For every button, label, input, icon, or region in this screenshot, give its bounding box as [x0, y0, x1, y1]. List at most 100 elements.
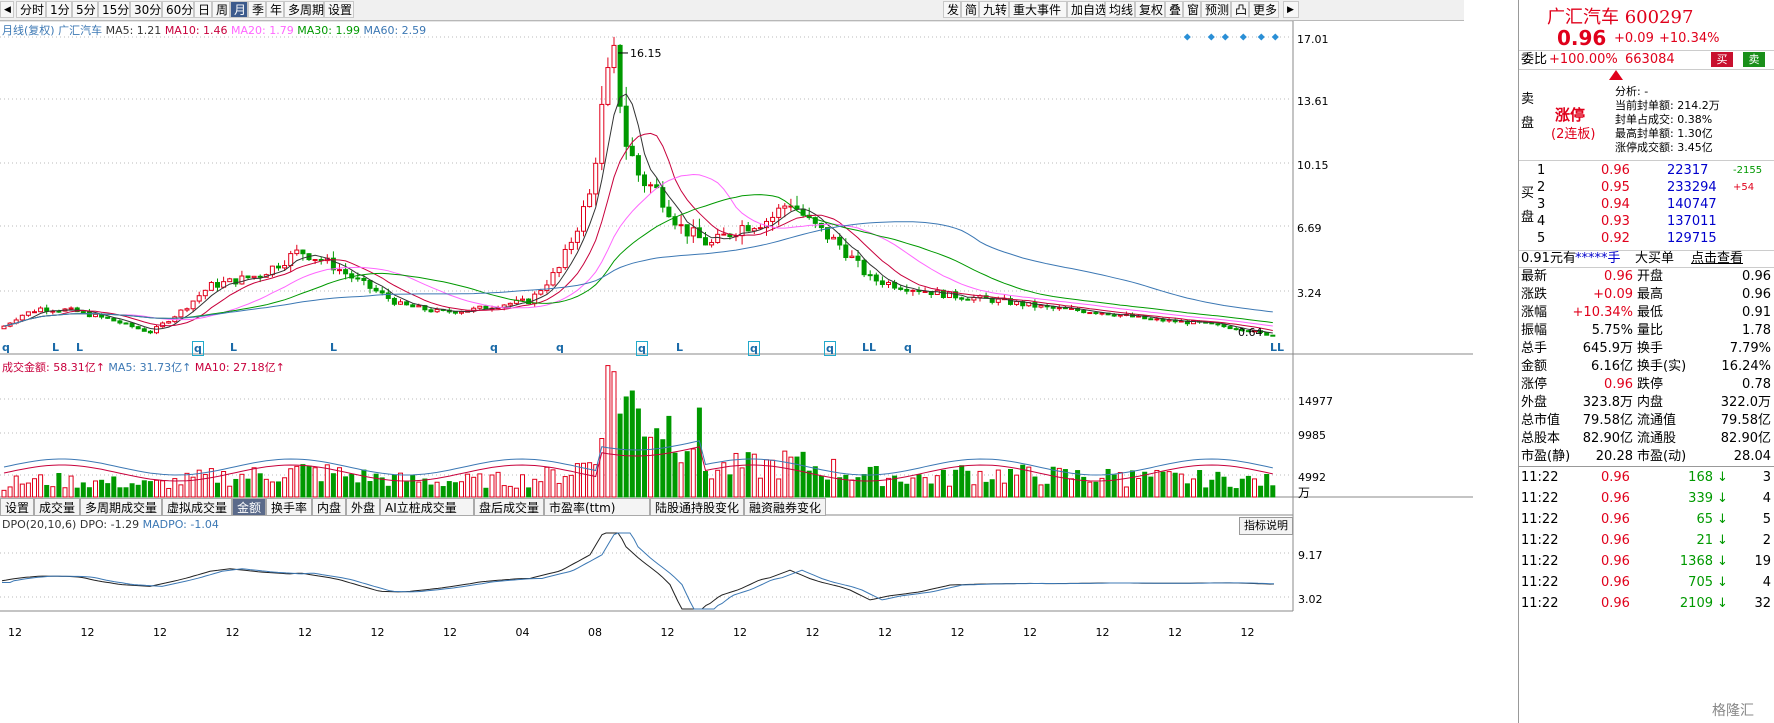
bid-row[interactable]: 1 0.96 22317 -2155	[1519, 162, 1774, 180]
volume-bar	[1142, 471, 1148, 498]
candle-body	[1111, 314, 1117, 317]
volume-bar	[184, 472, 190, 498]
volume-bar	[812, 466, 818, 498]
x-tick: 12	[443, 626, 457, 639]
tool-4[interactable]: 加自选	[1067, 1, 1107, 18]
volume-bar	[739, 467, 745, 498]
indicator-tab-7[interactable]: 外盘	[346, 498, 380, 516]
indicator-tab-4[interactable]: 金额	[232, 498, 266, 516]
candle-body	[1221, 324, 1227, 328]
candle-body	[452, 311, 458, 314]
stat-value: 0.91	[1742, 305, 1771, 320]
period-10[interactable]: 年	[266, 1, 284, 18]
stat-value: 79.58亿	[1582, 413, 1633, 428]
indicator-tab-6[interactable]: 内盘	[312, 498, 346, 516]
volume-bar	[160, 480, 166, 498]
period-12[interactable]: 设置	[324, 1, 354, 18]
sell-label: 卖盘	[1521, 92, 1535, 131]
tool-5[interactable]: 均线	[1105, 1, 1135, 18]
indicator-tab-8[interactable]: AI立桩成交量	[380, 498, 474, 516]
indicator-tabbar: 设置 成交量 多周期成交量 虚拟成交量 金额 换手率 内盘 外盘 AI立桩成交量 盘后成交量 市盈率…	[0, 498, 1300, 516]
volume-bar	[196, 469, 202, 498]
volume-bar	[1221, 476, 1227, 498]
tool-11[interactable]: 更多	[1249, 1, 1279, 18]
volume-bar	[666, 415, 672, 498]
volume-bar	[215, 482, 220, 498]
period-8[interactable]: 月	[230, 1, 248, 18]
period-3[interactable]: 15分	[98, 1, 130, 18]
tool-9[interactable]: 预测	[1201, 1, 1231, 18]
kline-marker: q	[824, 341, 836, 356]
buy-button[interactable]: 买	[1711, 52, 1733, 67]
period-1[interactable]: 1分	[46, 1, 72, 18]
candle-body	[568, 241, 574, 250]
indicator-tab-10[interactable]: 市盈率(ttm)	[544, 498, 650, 516]
tool-6[interactable]: 复权	[1135, 1, 1165, 18]
indicator-tab-9[interactable]: 盘后成交量	[474, 498, 544, 516]
candle-body	[782, 205, 788, 209]
candle-body	[617, 44, 623, 107]
period-6[interactable]: 日	[194, 1, 212, 18]
tool-8[interactable]: 窗	[1183, 1, 1201, 18]
tool-2[interactable]: 九转	[979, 1, 1009, 18]
period-7[interactable]: 周	[212, 1, 230, 18]
period-9[interactable]: 季	[248, 1, 266, 18]
indicator-tab-0[interactable]: 设置	[0, 498, 34, 516]
candle-body	[1056, 307, 1062, 310]
indicator-tab-5[interactable]: 换手率	[266, 498, 312, 516]
volume-bar	[947, 485, 952, 498]
tick-time: 11:22	[1521, 596, 1559, 611]
volume-ma10-line	[3, 446, 1273, 482]
tool-10[interactable]: 凸	[1231, 1, 1249, 18]
indicator-tab-1[interactable]: 成交量	[34, 498, 80, 516]
tool-1[interactable]: 简	[961, 1, 979, 18]
volume-legend: 成交金额: 58.31亿↑ MA5: 31.73亿↑ MA10: 27.18亿↑	[2, 359, 285, 375]
bid-row[interactable]: 5 0.92 129715	[1519, 230, 1774, 248]
tool-0[interactable]: 发	[943, 1, 961, 18]
volume-bar	[696, 407, 702, 498]
bid-row[interactable]: 4 0.93 137011	[1519, 213, 1774, 231]
candle-body	[330, 257, 336, 271]
volume-bar	[80, 482, 86, 498]
candle-body	[93, 313, 98, 318]
bid-row[interactable]: 3 0.94 140747	[1519, 196, 1774, 214]
bigorder-link[interactable]: 点击查看	[1691, 251, 1744, 266]
volume-bar	[147, 481, 153, 498]
stat-label: 涨跌	[1521, 287, 1548, 302]
stat-label: 总市值	[1521, 413, 1561, 428]
bid-row[interactable]: 2 0.95 233294 +54	[1519, 179, 1774, 197]
chevron-up-icon[interactable]	[1609, 70, 1623, 80]
period-2[interactable]: 5分	[72, 1, 98, 18]
next-icon[interactable]: ▶	[1283, 1, 1299, 18]
indicator-tab-2[interactable]: 多周期成交量	[80, 498, 162, 516]
tick-price: 0.96	[1601, 596, 1630, 611]
tool-3[interactable]: 重大事件	[1009, 1, 1067, 18]
period-5[interactable]: 60分	[162, 1, 194, 18]
indicator-tab-11[interactable]: 陆股通持股变化	[650, 498, 744, 516]
indicator-help-button[interactable]: 指标说明	[1239, 517, 1293, 535]
volume-bar	[1239, 478, 1245, 498]
period-11[interactable]: 多周期	[284, 1, 324, 18]
volume-bar	[703, 471, 708, 498]
chart-area[interactable]: 月线(复权) 广汇汽车 MA5: 1.21 MA10: 1.46 MA20: 1…	[0, 21, 1473, 723]
volume-bar	[282, 477, 288, 498]
volume-bar	[452, 482, 458, 498]
period-0[interactable]: 分时	[16, 1, 46, 18]
candle-body	[282, 265, 288, 269]
volume-bar	[611, 371, 617, 498]
candle-body	[428, 309, 434, 313]
prev-icon[interactable]: ◀	[0, 1, 14, 18]
volume-bar	[19, 483, 25, 498]
indicator-tab-12[interactable]: 融资融券变化	[744, 498, 826, 516]
tool-7[interactable]: 叠	[1165, 1, 1183, 18]
sell-button[interactable]: 卖	[1743, 52, 1765, 67]
volume-bar	[507, 485, 513, 498]
indicator-tab-3[interactable]: 虚拟成交量	[162, 498, 232, 516]
kline-chart[interactable]: 16.15 0.64	[0, 21, 1473, 723]
volume-bar	[1044, 483, 1050, 498]
volume-bar	[379, 477, 385, 498]
candle-body	[1093, 312, 1099, 315]
volume-bar	[940, 469, 946, 498]
period-4[interactable]: 30分	[130, 1, 162, 18]
candle-body	[1050, 306, 1056, 309]
